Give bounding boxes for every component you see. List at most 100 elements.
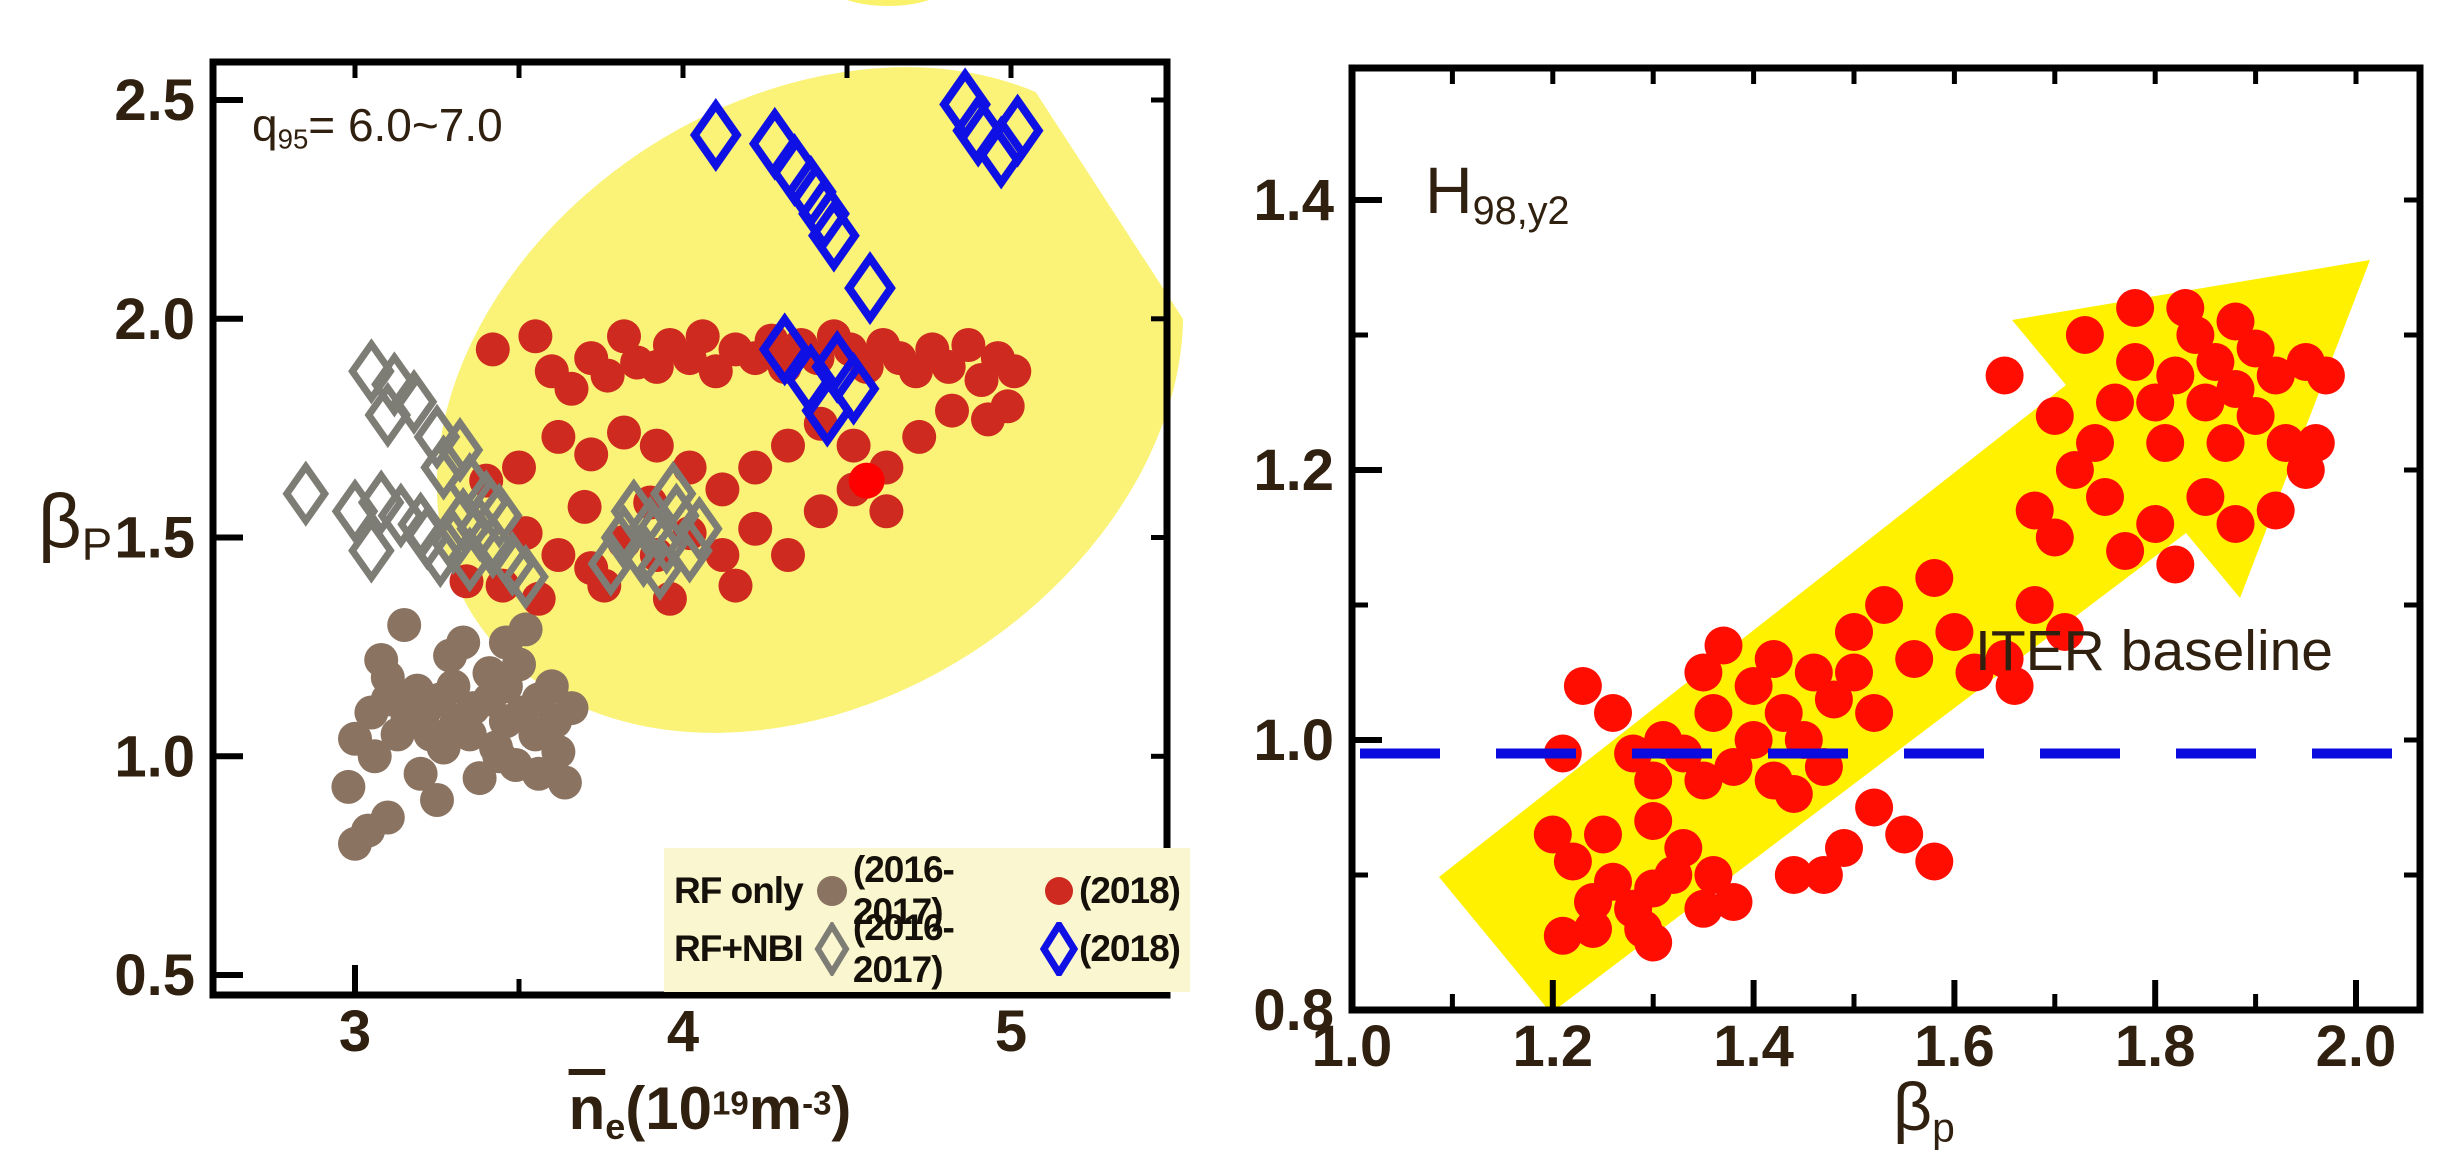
iter-baseline-label: ITER baseline: [1975, 619, 2334, 683]
y-tick-label: 2.0: [114, 287, 195, 352]
h98-vs-betap-point: [1714, 883, 1753, 921]
h98-vs-betap-point: [2256, 491, 2295, 530]
h98-vs-betap-point: [1985, 356, 2024, 395]
rf-only-2016-2017-point: [370, 800, 405, 835]
h98-vs-betap-point: [1694, 694, 1733, 732]
h98-vs-betap-point: [1634, 802, 1673, 840]
h98-vs-betap-point: [2116, 343, 2155, 381]
rf-nbi-2018-point: [798, 176, 850, 251]
h98-vs-betap-point: [1734, 721, 1773, 759]
h98-vs-betap-point: [2216, 370, 2255, 408]
x-tick-label: 1.0: [1312, 1014, 1393, 1079]
h98-vs-betap-point: [1634, 923, 1673, 962]
rf-nbi-2018-point: [808, 198, 860, 273]
h98-vs-betap-point: [2106, 532, 2145, 570]
rf-only-2016-2017-point: [426, 730, 461, 765]
h98-vs-betap-point: [1774, 856, 1813, 894]
rf-only-2018-point: [590, 358, 625, 393]
rf-only-2018-point: [698, 354, 733, 389]
h98-vs-betap-point: [2146, 424, 2185, 462]
h98-vs-betap-point: [1915, 842, 1954, 881]
h98-vs-betap-point: [2236, 329, 2275, 368]
rf-nbi-2016-2017-point: [348, 338, 395, 405]
rf-nbi-2016-2017-point: [600, 504, 648, 571]
rf-only-2018-point: [931, 349, 966, 384]
x-title-close: ): [831, 1075, 852, 1142]
x-tick-label: 2.0: [2316, 1014, 2397, 1079]
rf-only-2016-2017-point: [420, 783, 454, 817]
h98-vs-betap-point: [2166, 289, 2205, 327]
left-x-axis-title: ne(1019m-3): [480, 1074, 940, 1148]
y-tick-label: 2.5: [114, 68, 195, 133]
h98-sub: 98,y2: [1472, 188, 1570, 233]
h98-vs-betap-point: [2156, 356, 2195, 395]
rf-only-2018-point: [607, 415, 641, 450]
y-tick-label: 1.5: [114, 506, 195, 571]
x-tick-label: 1.4: [1713, 1014, 1794, 1079]
h98-vs-betap-point: [1935, 613, 1974, 651]
rf-nbi-2016-2017-point: [331, 478, 379, 545]
h98-vs-betap-point: [1764, 694, 1803, 732]
rf-only-2018-point: [902, 419, 937, 454]
betap-symbol: β: [1893, 1069, 1933, 1145]
h98-vs-betap-point: [2076, 424, 2114, 462]
h98-vs-betap-point: [1694, 856, 1733, 894]
y-tick-label: 0.5: [114, 943, 195, 1008]
rf-only-2016-2017-point: [364, 643, 399, 677]
rf-only-2018-point: [771, 428, 805, 463]
h98-vs-betap-point: [1734, 667, 1773, 705]
h98-vs-betap-point: [2096, 383, 2134, 422]
rf-only-2018-point: [541, 538, 576, 572]
legend-box: RF only (2016-2017) (2018) RF+NBI (2016-…: [664, 848, 1190, 992]
q95-rest: = 6.0~7.0: [308, 99, 503, 151]
rf-only-2018-point: [639, 428, 674, 463]
h98-vs-betap-point: [2136, 505, 2175, 543]
rf-nbi-2016-2017-point: [413, 403, 461, 470]
legend-diamond-blue-icon: [1038, 922, 1079, 976]
rf-only-2016-2017-point: [534, 669, 569, 704]
h98-vs-betap-point: [1533, 815, 1572, 854]
rf-only-2016-2017-point: [508, 612, 543, 647]
rf-only-2018-point: [705, 538, 740, 572]
x-tick-label: 1.2: [1512, 1014, 1593, 1079]
y-tick-label: 1.2: [1253, 438, 1334, 503]
x-title-exp19: 19: [712, 1084, 749, 1122]
h98-vs-betap-point: [1774, 775, 1813, 813]
rf-only-2018-point: [836, 428, 871, 463]
legend-diamond-gray-icon: [812, 922, 853, 976]
red-circle-glyph: [1044, 877, 1073, 905]
x-tick-label: 4: [667, 999, 699, 1064]
h98-vs-betap-point: [1684, 653, 1723, 692]
h98-vs-betap-point: [1865, 586, 1904, 624]
plot-frame: [1348, 64, 2424, 1014]
y-tick-label: 1.0: [1253, 708, 1334, 773]
h98-vs-betap-point: [2256, 356, 2295, 395]
x-tick-label: 1.8: [2115, 1014, 2196, 1079]
rf-only-2018-point: [502, 450, 536, 485]
rf-nbi-2018-point: [689, 98, 742, 172]
x-tick-label: 1.6: [1914, 1014, 1995, 1079]
rf-only-2016-2017-point: [403, 756, 438, 791]
h98-vs-betap-point: [2186, 383, 2225, 422]
rf-nbi-2016-2017-point: [439, 486, 487, 554]
h98-vs-betap-point: [1704, 626, 1743, 665]
h98-vs-betap-point: [2216, 302, 2255, 341]
rf-only-2016-2017-point: [387, 608, 422, 642]
rf-only-2018-point: [738, 450, 773, 485]
h98-vs-betap-point: [2206, 424, 2245, 462]
rf-nbi-2016-2017-point: [364, 381, 412, 449]
blue-diamond-glyph: [1039, 922, 1078, 976]
h98-vs-betap-point: [2086, 478, 2124, 516]
rf-only-2018-point: [803, 494, 838, 529]
right-x-axis-title: βp: [1893, 1068, 1955, 1151]
h98-vs-betap-point: [1955, 653, 1994, 692]
y-tick-label: 0.8: [1253, 978, 1334, 1043]
rf-nbi-2016-2017-point: [348, 517, 395, 584]
h98-vs-betap-point: [1574, 883, 1612, 921]
legend-text-2016-2017-nbi: (2016-2017): [852, 907, 955, 990]
x-title-exp-3: -3: [802, 1084, 832, 1122]
y-tick-label: 1.0: [114, 724, 195, 789]
rf-only-2018-point: [951, 328, 986, 362]
h98-vs-betap-point: [2116, 289, 2155, 327]
